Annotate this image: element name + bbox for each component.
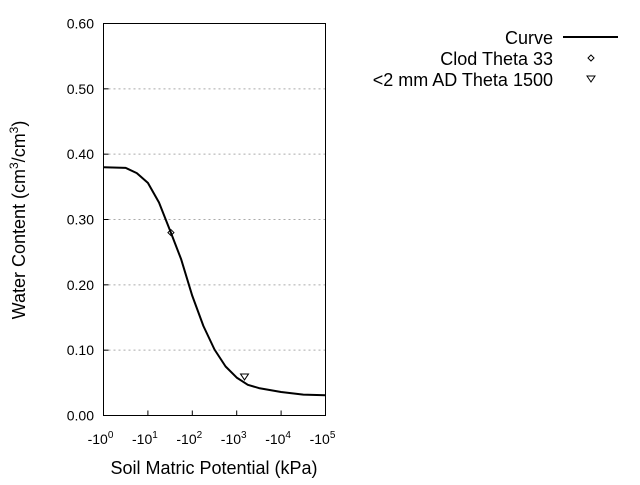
gridlines [103,88,326,351]
data-point-ad-theta-1500 [239,373,250,381]
x-tick-label: -101 [132,430,158,447]
y-tick-label: 0.60 [67,16,94,32]
curve-line [103,166,326,397]
y-tick-label: 0.10 [67,342,94,358]
x-tick-label: -100 [88,430,114,447]
legend-label-curve: Curve [505,28,553,48]
series-layer [103,166,326,397]
legend: Curve Clod Theta 33 <2 mm AD Theta 1500 [373,28,618,90]
x-tick-label: -104 [265,430,291,447]
plot-frame [103,23,326,416]
legend-label-ad-theta-1500: <2 mm AD Theta 1500 [373,70,553,90]
y-tick-label: 0.50 [67,81,94,97]
data-point-clod-theta-33 [167,228,175,237]
legend-swatch-triangle-icon [586,75,596,83]
x-axis-label: Soil Matric Potential (kPa) [110,458,317,478]
x-tick-label: -105 [310,430,336,447]
x-tick-label: -103 [221,430,247,447]
legend-label-clod-theta-33: Clod Theta 33 [440,49,553,69]
legend-swatch-diamond-icon [587,54,595,62]
y-tick-label: 0.00 [67,408,94,424]
y-axis-label: Water Content (cm3/cm3) [7,121,29,320]
x-tick-label: -102 [176,430,202,447]
y-tick-label: 0.30 [67,212,94,228]
y-tick-label: 0.20 [67,277,94,293]
y-axis-ticks: 0.00 0.10 0.20 0.30 0.40 0.50 0.60 [67,16,109,424]
y-tick-label: 0.40 [67,146,94,162]
